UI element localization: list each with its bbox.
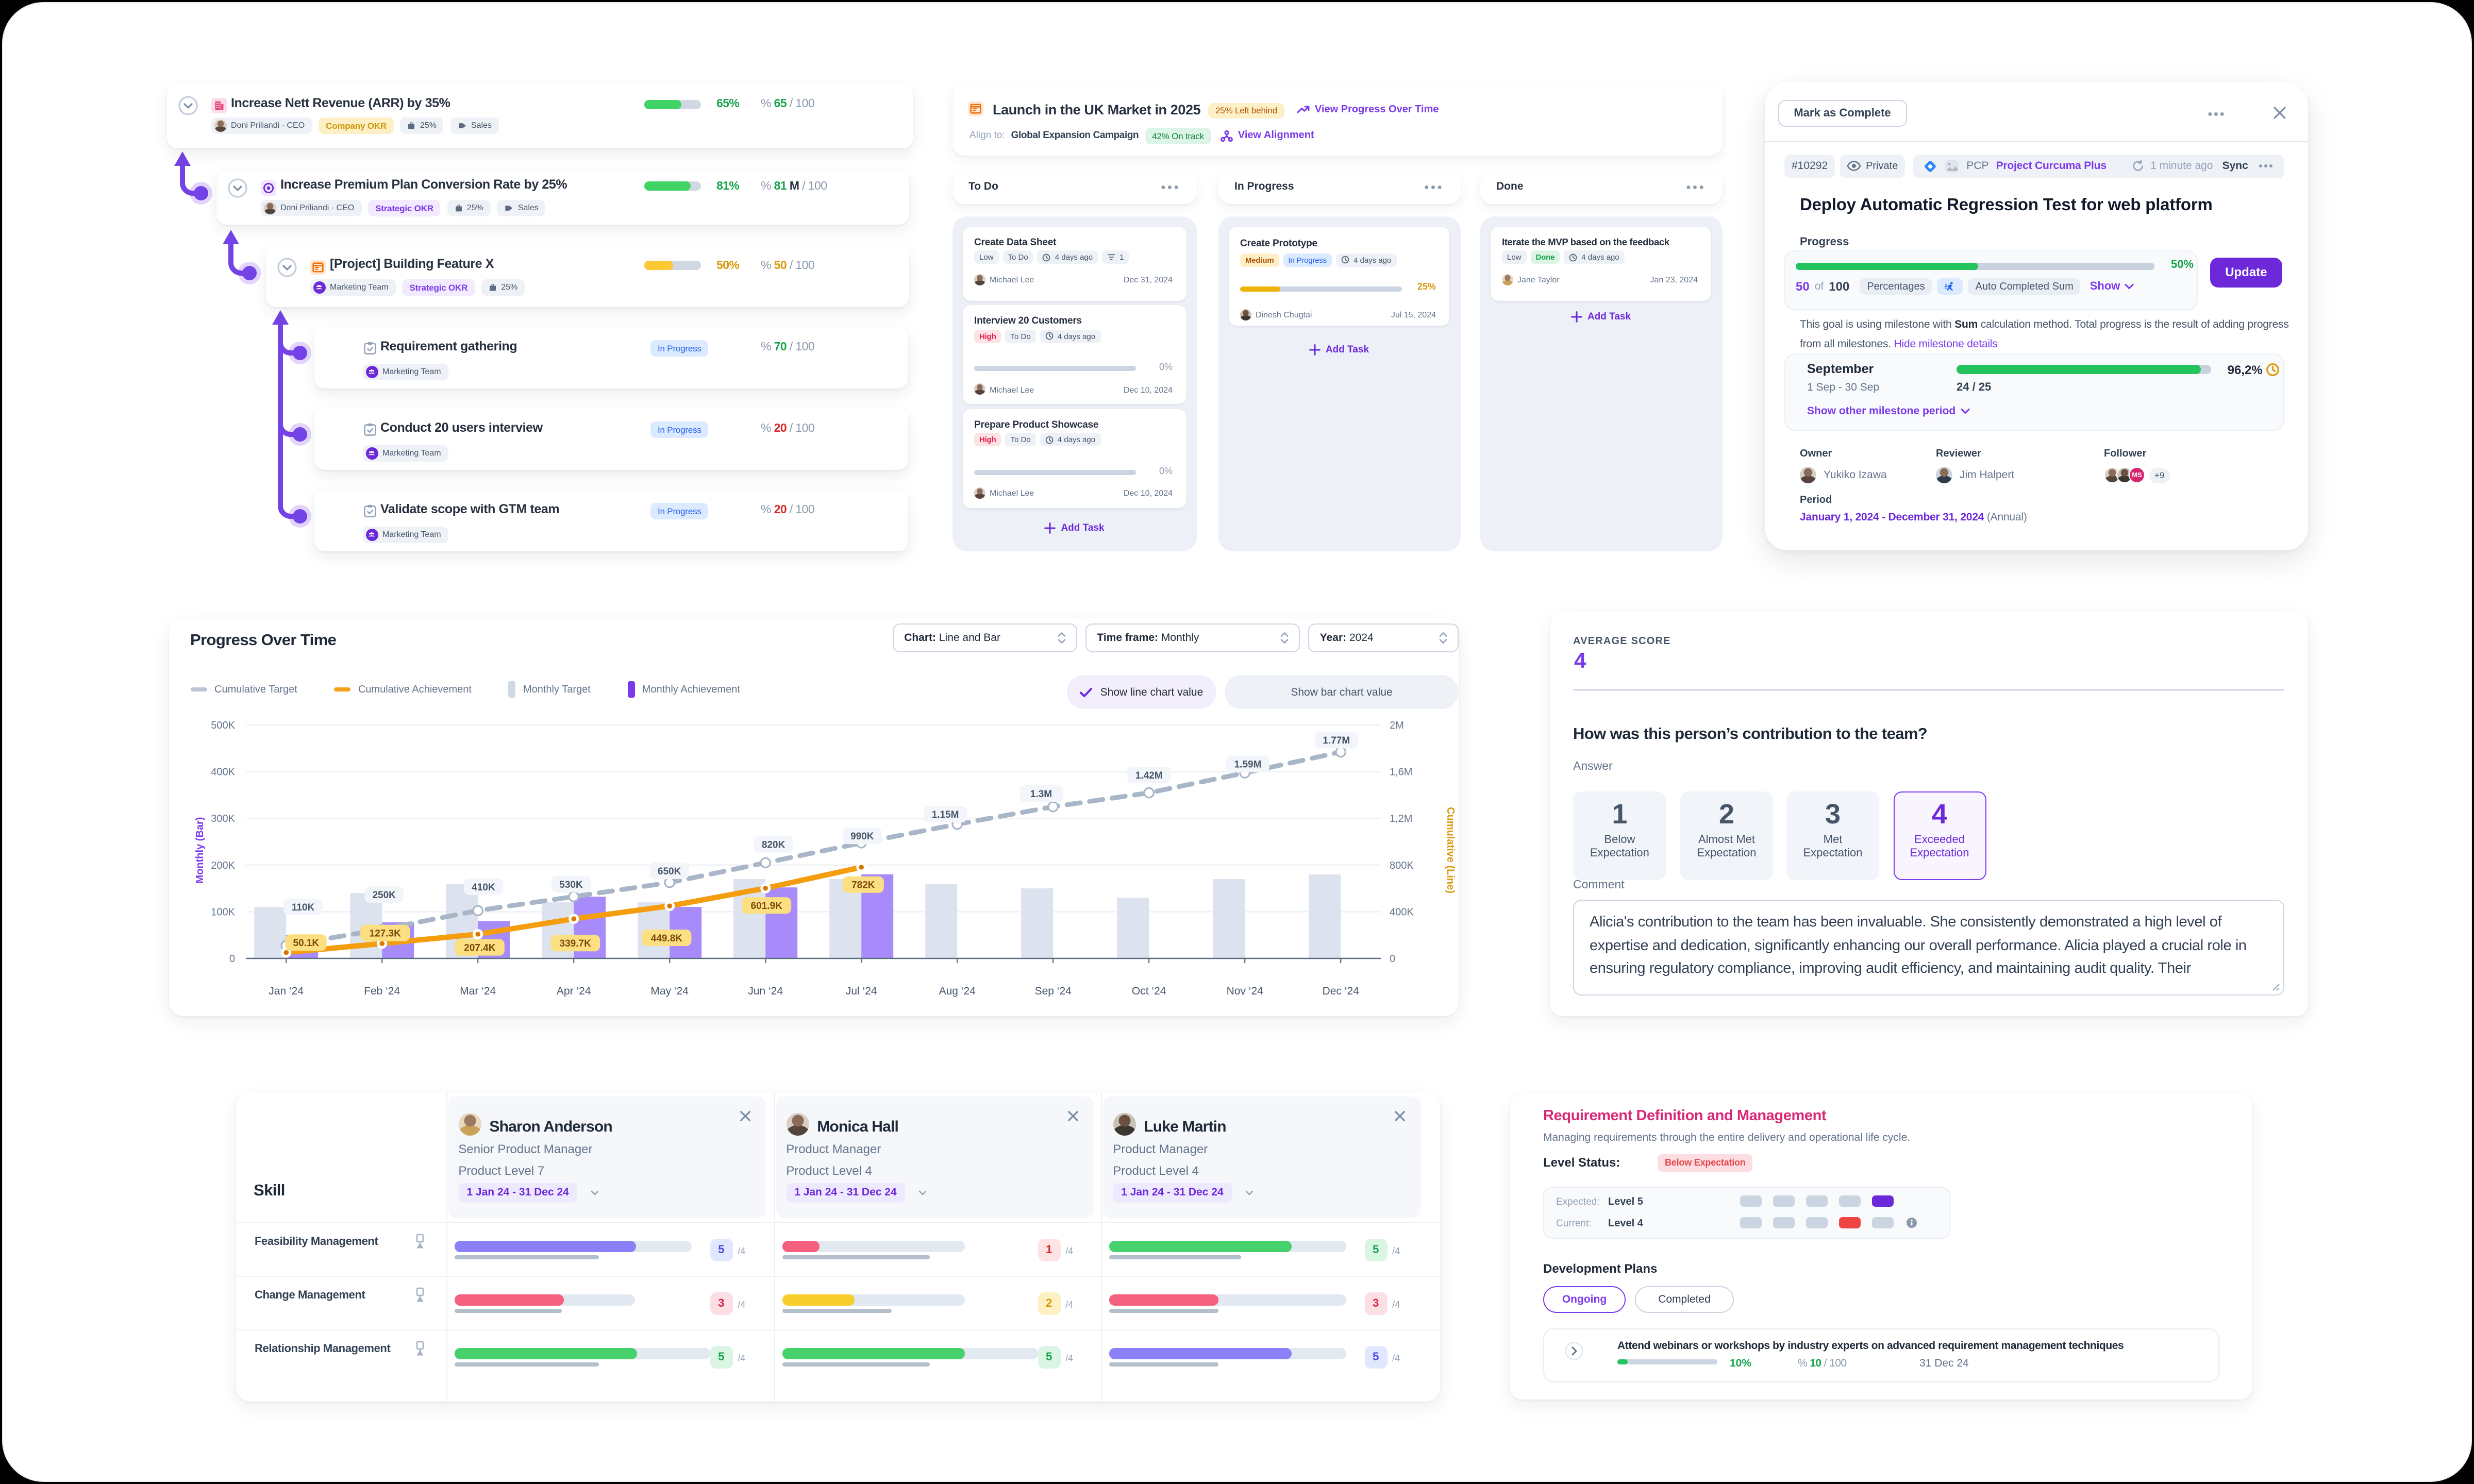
svg-text:400K: 400K	[211, 767, 235, 778]
svg-text:207.4K: 207.4K	[464, 942, 496, 953]
svg-text:Jul ‘24: Jul ‘24	[846, 985, 877, 997]
svg-text:0: 0	[1390, 953, 1395, 965]
svg-text:250K: 250K	[372, 890, 396, 901]
svg-text:Dec ‘24: Dec ‘24	[1323, 985, 1360, 997]
svg-text:339.7K: 339.7K	[560, 938, 592, 949]
svg-text:601.9K: 601.9K	[751, 901, 783, 912]
svg-text:Jun ‘24: Jun ‘24	[748, 985, 783, 997]
svg-text:Cumulative (Line): Cumulative (Line)	[1445, 807, 1456, 893]
svg-text:990K: 990K	[850, 831, 874, 842]
svg-text:1.15M: 1.15M	[932, 810, 959, 820]
svg-text:Oct ‘24: Oct ‘24	[1132, 985, 1166, 997]
svg-text:Aug ‘24: Aug ‘24	[939, 985, 976, 997]
svg-text:Jan ‘24: Jan ‘24	[269, 985, 304, 997]
svg-text:1.77M: 1.77M	[1323, 735, 1350, 746]
svg-text:Apr ‘24: Apr ‘24	[557, 985, 591, 997]
svg-text:1,6M: 1,6M	[1390, 767, 1412, 778]
svg-text:410K: 410K	[472, 882, 495, 893]
svg-text:1.42M: 1.42M	[1135, 770, 1163, 781]
svg-text:200K: 200K	[211, 860, 235, 871]
svg-text:May ‘24: May ‘24	[650, 985, 689, 997]
svg-text:500K: 500K	[211, 720, 235, 731]
svg-text:800K: 800K	[1390, 860, 1414, 871]
svg-text:782K: 782K	[851, 880, 875, 891]
svg-text:650K: 650K	[658, 866, 681, 877]
svg-text:2M: 2M	[1390, 720, 1404, 731]
svg-text:127.3K: 127.3K	[370, 929, 402, 939]
svg-text:Monthly (Bar): Monthly (Bar)	[194, 817, 206, 884]
svg-text:Nov ‘24: Nov ‘24	[1227, 985, 1264, 997]
svg-text:449.8K: 449.8K	[651, 933, 683, 944]
svg-text:400K: 400K	[1390, 906, 1414, 918]
svg-text:50.1K: 50.1K	[293, 938, 319, 949]
svg-text:530K: 530K	[559, 880, 583, 890]
svg-text:0: 0	[229, 953, 235, 965]
svg-text:110K: 110K	[292, 902, 315, 913]
svg-text:100K: 100K	[211, 906, 235, 918]
svg-text:820K: 820K	[762, 839, 785, 850]
svg-text:300K: 300K	[211, 813, 235, 824]
svg-text:Sep ‘24: Sep ‘24	[1035, 985, 1072, 997]
svg-text:1.59M: 1.59M	[1234, 760, 1262, 770]
svg-text:Mar ‘24: Mar ‘24	[460, 985, 496, 997]
svg-text:Feb ‘24: Feb ‘24	[364, 985, 400, 997]
svg-text:1,2M: 1,2M	[1390, 813, 1412, 824]
svg-text:1.3M: 1.3M	[1030, 789, 1052, 800]
